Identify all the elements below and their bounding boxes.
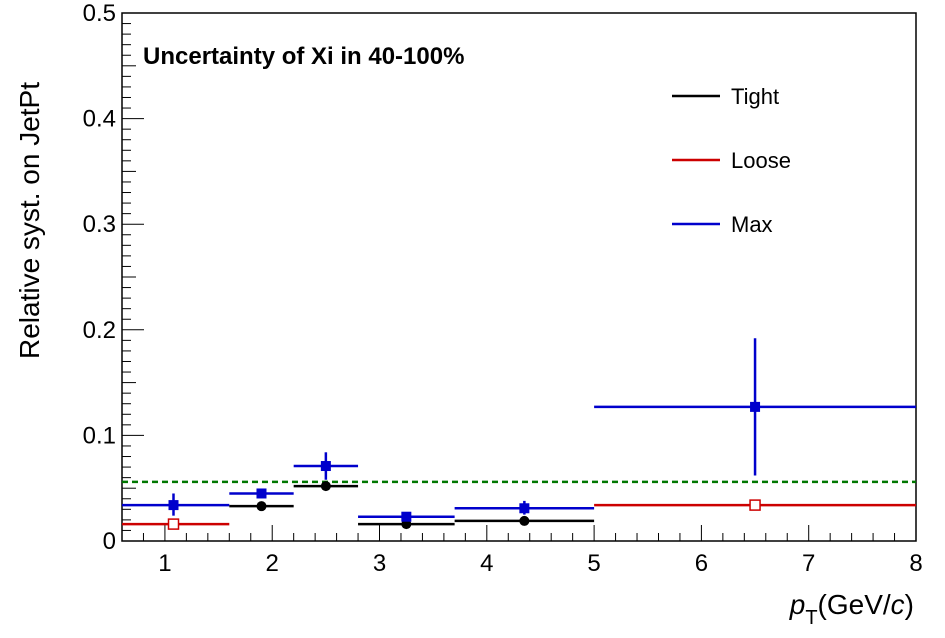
- y-axis-label: Relative syst. on JetPt: [14, 82, 45, 359]
- data-point: [519, 503, 530, 514]
- series-loose: [122, 499, 916, 530]
- x-tick-label: 5: [587, 550, 600, 577]
- x-tick-label: 6: [695, 550, 708, 577]
- x-axis-label: pT(GeV/c): [789, 589, 914, 629]
- y-tick-label: 0.3: [83, 211, 116, 238]
- data-point: [256, 488, 267, 499]
- plot-frame: [121, 12, 917, 542]
- data-point: [320, 481, 331, 492]
- y-tick-label: 0.2: [83, 317, 116, 344]
- series-tight: [229, 481, 595, 530]
- x-tick-label: 8: [909, 550, 922, 577]
- data-point: [401, 511, 412, 522]
- data-point: [168, 500, 179, 511]
- data-point: [320, 461, 331, 472]
- data-point: [167, 518, 180, 530]
- legend: Tight Loose Max: [672, 84, 791, 237]
- x-tick-label: 1: [158, 550, 171, 577]
- x-tick-label: 3: [373, 550, 386, 577]
- data-layer: [122, 338, 916, 530]
- data-point: [519, 515, 530, 526]
- legend-label-tight: Tight: [731, 84, 779, 109]
- y-tick-label: 0.1: [83, 422, 116, 449]
- legend-label-loose: Loose: [731, 148, 791, 173]
- data-point: [749, 499, 761, 511]
- series-max: [122, 338, 916, 522]
- x-tick-label: 4: [480, 550, 493, 577]
- legend-label-max: Max: [731, 212, 773, 237]
- x-tick-label: 2: [266, 550, 279, 577]
- x-tick-label: 7: [802, 550, 815, 577]
- plot-border: [121, 12, 917, 542]
- y-tick-label: 0.4: [83, 106, 116, 133]
- y-tick-label: 0.5: [83, 0, 116, 27]
- axis-ticks: 1 2 3 4 5 6 7 8 0 0.1 0.2 0.3 0.4 0.5: [83, 0, 923, 577]
- data-point: [750, 401, 761, 412]
- data-point: [256, 501, 267, 512]
- y-tick-label: 0: [103, 528, 116, 555]
- chart-title: Uncertainty of Xi in 40-100%: [143, 43, 464, 70]
